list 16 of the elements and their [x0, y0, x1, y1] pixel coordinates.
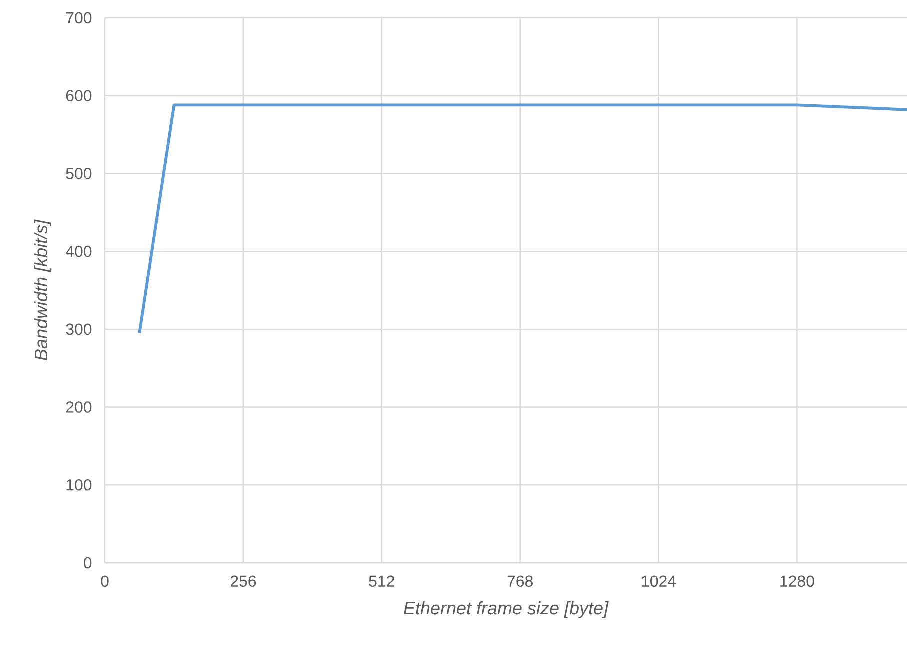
y-tick-label: 600 — [66, 90, 92, 102]
x-tick-label: 1280 — [780, 576, 814, 588]
y-tick-label: 200 — [66, 402, 92, 413]
y-tick-label: 300 — [66, 324, 92, 336]
y-tick-label: 400 — [66, 246, 92, 258]
y-tick-label: 100 — [66, 479, 92, 491]
y-tick-label: 500 — [66, 168, 92, 180]
y-tick-label: 0 — [84, 557, 92, 569]
x-tick-label: 512 — [369, 576, 394, 588]
x-tick-label: 256 — [230, 576, 256, 588]
x-tick-label: 0 — [101, 576, 109, 588]
x-tick-label: 768 — [508, 576, 533, 588]
y-tick-label: 700 — [66, 12, 92, 24]
y-axis-title: Bandwidth [kbit/s] — [34, 220, 52, 360]
x-axis-title: Ethernet frame size [byte] — [404, 602, 609, 618]
x-tick-label: 1024 — [642, 576, 676, 588]
